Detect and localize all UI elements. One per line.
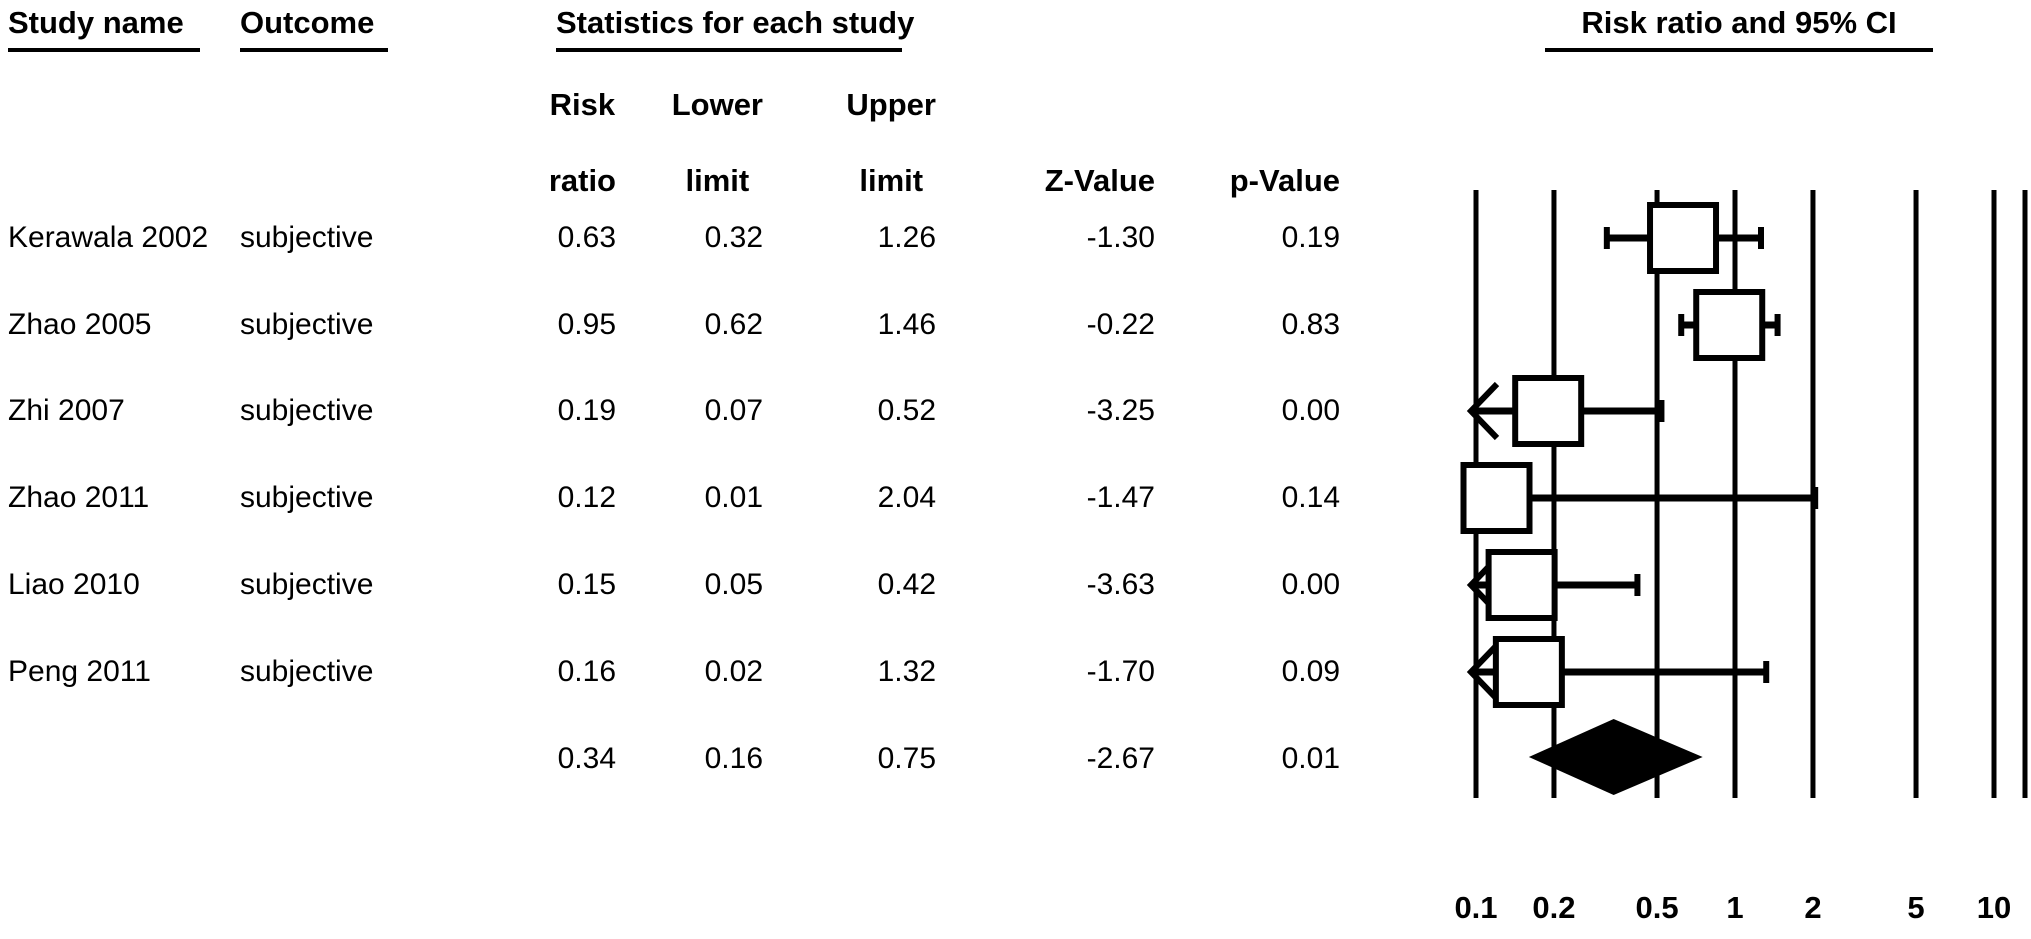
cell-risk-ratio: 0.12 bbox=[557, 481, 616, 514]
cell-upper-limit: 1.32 bbox=[877, 655, 936, 688]
cell-risk-ratio: 0.15 bbox=[557, 568, 616, 601]
cell-study-name: Liao 2010 bbox=[8, 568, 140, 601]
axis-tick-label-1: 1 bbox=[1726, 890, 1743, 925]
cell-lower-limit: 0.16 bbox=[704, 742, 763, 775]
study-square-3 bbox=[1460, 462, 1533, 534]
cell-upper-limit: 0.75 bbox=[877, 742, 936, 775]
cell-p-value: 0.01 bbox=[1281, 742, 1340, 775]
axis-tick-label-0.1: 0.1 bbox=[1454, 890, 1497, 925]
column-header-p-value: p-Value bbox=[1173, 86, 1340, 198]
study-square-4 bbox=[1485, 549, 1558, 621]
column-header-line: Lower bbox=[671, 87, 763, 122]
cell-p-value: 0.83 bbox=[1281, 308, 1340, 341]
cell-p-value: 0.19 bbox=[1281, 221, 1340, 254]
cell-risk-ratio: 0.63 bbox=[557, 221, 616, 254]
header-risk-ratio-ci: Risk ratio and 95% CI bbox=[1545, 5, 1933, 52]
cell-outcome: subjective bbox=[240, 308, 374, 341]
cell-study-name: Kerawala 2002 bbox=[8, 221, 209, 254]
column-header-risk-ratio: Risk ratio bbox=[460, 86, 616, 198]
cell-z-value: -3.25 bbox=[1086, 394, 1155, 427]
cell-z-value: -1.70 bbox=[1086, 655, 1155, 688]
cell-outcome: subjective bbox=[240, 568, 374, 601]
cell-risk-ratio: 0.16 bbox=[557, 655, 616, 688]
axis-tick-label-0.5: 0.5 bbox=[1635, 890, 1678, 925]
cell-study-name: Zhao 2011 bbox=[8, 481, 150, 514]
cell-outcome: subjective bbox=[240, 394, 374, 427]
cell-outcome: subjective bbox=[240, 481, 374, 514]
header-outcome: Outcome bbox=[240, 5, 389, 52]
axis-tick-label-10: 10 bbox=[1977, 890, 2011, 925]
cell-risk-ratio: 0.34 bbox=[557, 742, 616, 775]
column-header-upper-limit: Upper limit bbox=[788, 86, 936, 198]
column-header-line: Z-Value bbox=[1044, 163, 1155, 198]
column-header-line: p-Value bbox=[1229, 163, 1340, 198]
cell-z-value: -1.47 bbox=[1086, 481, 1155, 514]
cell-upper-limit: 0.52 bbox=[877, 394, 936, 427]
pooled-diamond bbox=[1528, 719, 1703, 795]
cell-study-name: Zhao 2005 bbox=[8, 308, 152, 341]
column-header-line: ratio bbox=[548, 163, 616, 198]
header-study-name: Study name bbox=[8, 5, 200, 52]
cell-p-value: 0.00 bbox=[1281, 568, 1340, 601]
cell-lower-limit: 0.02 bbox=[704, 655, 763, 688]
ci-clip-arrow-left-5 bbox=[1466, 642, 1500, 702]
cell-study-name: Peng 2011 bbox=[8, 655, 151, 688]
study-square-0 bbox=[1647, 202, 1720, 274]
column-header-line: Risk bbox=[549, 87, 616, 122]
ci-clip-arrow-left-2 bbox=[1466, 381, 1500, 441]
forest-plot: 0.1 0.2 0.5 1 2 5 10 bbox=[1400, 150, 2031, 934]
study-square-5 bbox=[1492, 636, 1565, 708]
cell-p-value: 0.14 bbox=[1281, 481, 1340, 514]
cell-lower-limit: 0.01 bbox=[704, 481, 763, 514]
header-statistics-group: Statistics for each study bbox=[556, 5, 914, 52]
cell-lower-limit: 0.05 bbox=[704, 568, 763, 601]
study-square-1 bbox=[1693, 289, 1766, 361]
column-header-lower-limit: Lower limit bbox=[616, 86, 763, 198]
cell-p-value: 0.00 bbox=[1281, 394, 1340, 427]
cell-upper-limit: 0.42 bbox=[877, 568, 936, 601]
cell-z-value: -3.63 bbox=[1086, 568, 1155, 601]
cell-z-value: -0.22 bbox=[1086, 308, 1155, 341]
cell-upper-limit: 2.04 bbox=[877, 481, 936, 514]
cell-lower-limit: 0.07 bbox=[704, 394, 763, 427]
axis-tick-label-0.2: 0.2 bbox=[1532, 890, 1575, 925]
cell-upper-limit: 1.46 bbox=[877, 308, 936, 341]
column-header-line: Upper bbox=[846, 87, 936, 122]
cell-lower-limit: 0.62 bbox=[704, 308, 763, 341]
cell-z-value: -1.30 bbox=[1086, 221, 1155, 254]
cell-study-name: Zhi 2007 bbox=[8, 394, 125, 427]
column-header-z-value: Z-Value bbox=[988, 86, 1155, 198]
cell-z-value: -2.67 bbox=[1086, 742, 1155, 775]
axis-tick-label-5: 5 bbox=[1907, 890, 1924, 925]
cell-risk-ratio: 0.95 bbox=[557, 308, 616, 341]
cell-lower-limit: 0.32 bbox=[704, 221, 763, 254]
cell-outcome: subjective bbox=[240, 655, 374, 688]
axis-tick-label-2: 2 bbox=[1804, 890, 1821, 925]
cell-risk-ratio: 0.19 bbox=[557, 394, 616, 427]
forest-plot-svg: 0.1 0.2 0.5 1 2 5 10 bbox=[1454, 190, 2028, 925]
study-square-2 bbox=[1512, 375, 1585, 447]
column-header-line: limit bbox=[859, 163, 924, 198]
cell-p-value: 0.09 bbox=[1281, 655, 1340, 688]
cell-upper-limit: 1.26 bbox=[877, 221, 936, 254]
cell-outcome: subjective bbox=[240, 221, 374, 254]
column-header-line: limit bbox=[685, 163, 750, 198]
